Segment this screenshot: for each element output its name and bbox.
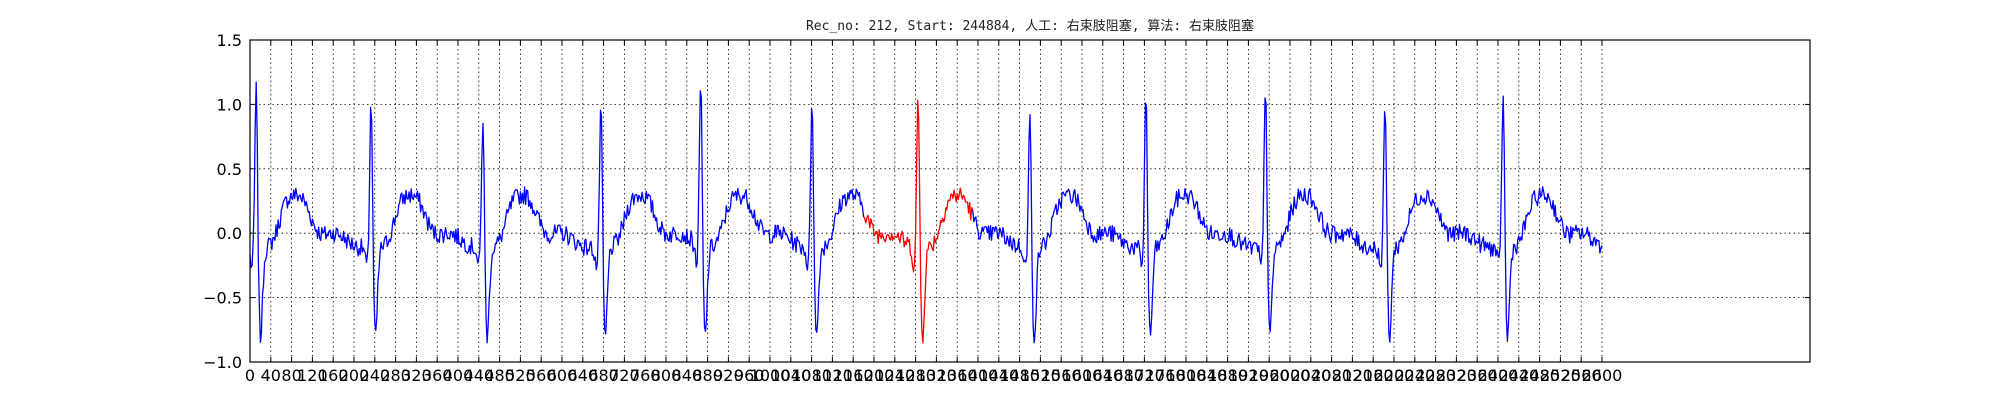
- x-tick-label: 160: [318, 366, 349, 385]
- y-tick-label: 1.5: [217, 31, 242, 50]
- x-tick-label: 1200: [854, 366, 895, 385]
- x-tick-label: 2240: [1394, 366, 1435, 385]
- x-tick-label: 2520: [1540, 366, 1581, 385]
- x-tick-label: 2000: [1270, 366, 1311, 385]
- x-tick-label: 120: [297, 366, 328, 385]
- x-tick-label: 1160: [833, 366, 874, 385]
- x-tick-label: 2280: [1415, 366, 1456, 385]
- x-tick-label: 1720: [1124, 366, 1165, 385]
- x-tick-label: 1400: [958, 366, 999, 385]
- x-tick-label: 2080: [1311, 366, 1352, 385]
- x-tick-label: 1600: [1062, 366, 1103, 385]
- series-line-highlighted-beat: [863, 99, 974, 344]
- x-tick-label: 2560: [1561, 366, 1602, 385]
- x-tick-label: 440: [464, 366, 495, 385]
- x-tick-label: 1920: [1228, 366, 1269, 385]
- x-tick-label: 2120: [1332, 366, 1373, 385]
- x-tick-label: 1560: [1041, 366, 1082, 385]
- x-tick-label: 480: [484, 366, 515, 385]
- x-tick-label: 400: [443, 366, 474, 385]
- x-tick-label: 40: [261, 366, 281, 385]
- x-tick-label: 520: [505, 366, 536, 385]
- x-tick-label: 560: [526, 366, 557, 385]
- x-tick-label: 1840: [1186, 366, 1227, 385]
- x-tick-label: 2160: [1353, 366, 1394, 385]
- x-tick-label: 960: [734, 366, 765, 385]
- x-tick-label: 2400: [1478, 366, 1519, 385]
- y-tick-label: 0.0: [217, 224, 242, 243]
- x-tick-label: 800: [651, 366, 682, 385]
- x-tick-label: 360: [422, 366, 453, 385]
- x-tick-label: 0: [245, 366, 255, 385]
- x-tick-label: 280: [380, 366, 411, 385]
- x-tick-label: 2480: [1519, 366, 1560, 385]
- x-tick-label: 2320: [1436, 366, 1477, 385]
- x-tick-label: 680: [588, 366, 619, 385]
- x-tick-label: 1280: [895, 366, 936, 385]
- x-tick-label: 2360: [1457, 366, 1498, 385]
- x-tick-label: 1240: [874, 366, 915, 385]
- x-tick-label: 1880: [1207, 366, 1248, 385]
- x-tick-label: 2440: [1498, 366, 1539, 385]
- x-tick-label: 1760: [1145, 366, 1186, 385]
- x-tick-label: 320: [401, 366, 432, 385]
- x-tick-label: 240: [360, 366, 391, 385]
- x-tick-label: 720: [609, 366, 640, 385]
- x-tick-label: 1800: [1166, 366, 1207, 385]
- y-tick-label: 0.5: [217, 160, 242, 179]
- series-line-ecg: [249, 81, 865, 344]
- y-tick-label: −1.0: [203, 353, 242, 372]
- x-tick-label: 1680: [1103, 366, 1144, 385]
- x-tick-label: 1640: [1082, 366, 1123, 385]
- x-tick-label: 1120: [812, 366, 853, 385]
- x-tick-label: 600: [547, 366, 578, 385]
- x-tick-label: 1040: [770, 366, 811, 385]
- x-tick-label: 760: [630, 366, 661, 385]
- x-tick-label: 80: [281, 366, 301, 385]
- x-tick-label: 2200: [1374, 366, 1415, 385]
- x-tick-label: 1960: [1249, 366, 1290, 385]
- x-tick-label: 1520: [1020, 366, 1061, 385]
- axis-layer: 0 40 8012016020024028032036040044048052056…: [203, 31, 1810, 385]
- x-tick-label: 1360: [937, 366, 978, 385]
- x-tick-label: 920: [713, 366, 744, 385]
- x-tick-label: 1440: [978, 366, 1019, 385]
- x-tick-label: 1320: [916, 366, 957, 385]
- x-tick-label: 1480: [999, 366, 1040, 385]
- x-tick-label: 200: [339, 366, 370, 385]
- x-tick-label: 1080: [791, 366, 832, 385]
- y-tick-label: 1.0: [217, 95, 242, 114]
- series-layer: [249, 81, 1603, 344]
- x-tick-label: 2040: [1290, 366, 1331, 385]
- x-tick-label: 640: [568, 366, 599, 385]
- series-line-ecg: [972, 95, 1603, 344]
- x-tick-label: 880: [692, 366, 723, 385]
- chart-title: Rec_no: 212, Start: 244884, 人工: 右束肢阻塞, 算…: [806, 18, 1254, 34]
- x-tick-label: 1000: [750, 366, 791, 385]
- y-tick-label: −0.5: [203, 289, 242, 308]
- x-tick-label: 840: [672, 366, 703, 385]
- x-tick-label: 2600: [1582, 366, 1623, 385]
- plot-frame: [249, 39, 1811, 363]
